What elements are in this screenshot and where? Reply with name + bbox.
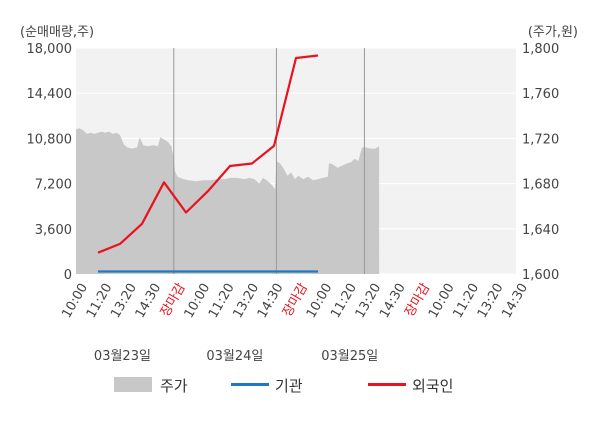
price-area-layer: [76, 128, 380, 274]
right-axis-ticks: 1,600 1,640 1,680 1,720 1,760 1,800: [522, 42, 559, 283]
left-tick-label: 14,400: [27, 87, 73, 102]
date-labels: 03월23일 03월24일 03월25일: [94, 349, 378, 364]
right-tick-label: 1,600: [522, 268, 559, 283]
date-label: 03월25일: [321, 349, 378, 364]
legend: 주가 기관 외국인: [114, 377, 453, 395]
left-tick-label: 7,200: [35, 178, 72, 193]
x-tick-label: 14:30: [255, 281, 287, 321]
legend-foreign-label: 외국인: [412, 377, 453, 395]
right-tick-label: 1,760: [522, 87, 559, 102]
day-dividers: [173, 48, 365, 274]
legend-item-institution: 기관: [231, 377, 303, 395]
date-label: 03월24일: [206, 349, 263, 364]
left-tick-label: 0: [64, 268, 72, 283]
x-axis-ticks: 10:0011:2013:2014:30장마감10:0011:2013:2014…: [59, 281, 531, 321]
foreign-line: [97, 54, 319, 254]
right-axis-unit: (주가,원): [528, 25, 578, 40]
date-label: 03월23일: [94, 349, 151, 364]
left-axis-unit: (순매매량,주): [20, 25, 94, 40]
right-tick-label: 1,640: [522, 223, 559, 238]
left-tick-label: 18,000: [27, 42, 73, 57]
net-volume-lines: [97, 54, 319, 273]
left-tick-label: 3,600: [35, 223, 72, 238]
x-tick-label: 14:30: [133, 281, 165, 321]
legend-price-swatch: [114, 377, 152, 392]
left-tick-label: 10,800: [27, 132, 73, 147]
legend-price-label: 주가: [160, 377, 188, 395]
legend-item-price: 주가: [114, 377, 188, 395]
legend-foreign-swatch: [368, 383, 406, 386]
left-axis-ticks: 0 3,600 7,200 10,800 14,400 18,000: [27, 42, 73, 283]
right-tick-label: 1,720: [522, 132, 559, 147]
legend-institution-swatch: [231, 383, 269, 386]
x-tick-label: 14:30: [377, 281, 409, 321]
x-tick-label: 14:30: [499, 281, 531, 321]
right-tick-label: 1,800: [522, 42, 559, 57]
price-area: [76, 128, 380, 274]
right-tick-label: 1,680: [522, 178, 559, 193]
legend-item-foreign: 외국인: [368, 377, 453, 395]
legend-institution-label: 기관: [275, 377, 303, 395]
